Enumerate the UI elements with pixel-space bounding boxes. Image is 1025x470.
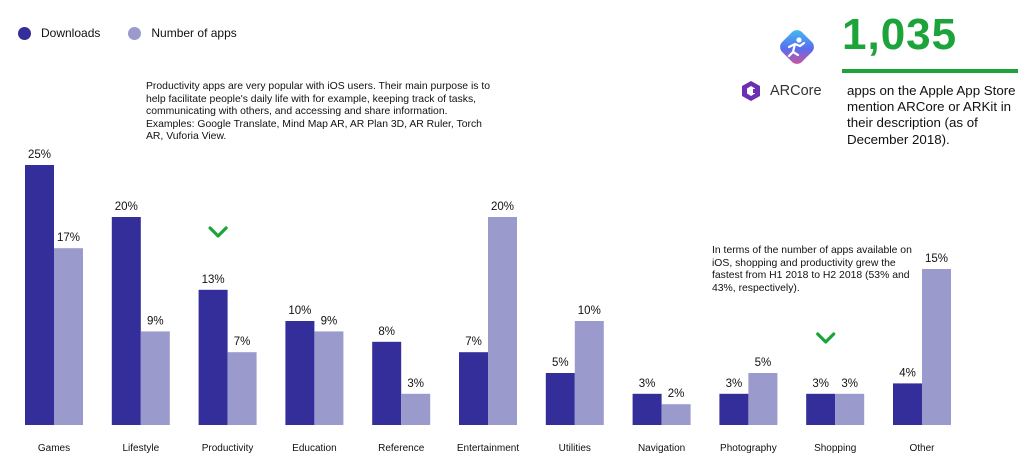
legend-swatch-downloads (18, 26, 31, 40)
check-icon-productivity (208, 226, 228, 238)
bar-lifestyle-number-of-apps (140, 331, 170, 425)
bar-shopping-number-of-apps (835, 393, 865, 425)
x-tick-label-shopping: Shopping (814, 443, 856, 454)
x-tick-label-reference: Reference (378, 443, 425, 454)
x-tick-label-education: Education (292, 443, 336, 454)
data-label-lifestyle-downloads: 20% (115, 201, 138, 213)
bar-games-downloads (25, 165, 54, 425)
data-label-lifestyle-number-of-apps: 9% (147, 315, 164, 327)
legend-label-downloads: Downloads (41, 26, 101, 40)
data-label-education-number-of-apps: 9% (321, 315, 338, 327)
data-label-entertainment-number-of-apps: 20% (491, 201, 514, 213)
data-label-games-number-of-apps: 17% (57, 232, 80, 244)
bar-games-number-of-apps (54, 248, 83, 425)
data-label-shopping-downloads: 3% (812, 378, 829, 390)
x-tick-label-other: Other (909, 443, 935, 454)
data-label-productivity-downloads: 13% (202, 274, 225, 286)
x-tick-label-entertainment: Entertainment (457, 443, 519, 454)
callout-text: apps on the Apple App Store mention ARCo… (847, 83, 1016, 147)
data-label-games-downloads: 25% (28, 149, 51, 161)
data-label-photography-number-of-apps: 5% (755, 357, 772, 369)
productivity-annotation-text: Productivity apps are very popular with … (146, 81, 491, 143)
growth-annotation: In terms of the number of apps available… (712, 245, 917, 295)
bar-utilities-downloads (545, 373, 575, 425)
legend-swatch-apps (128, 26, 142, 40)
data-label-utilities-downloads: 5% (552, 357, 569, 369)
bar-reference-downloads (372, 341, 402, 425)
legend-label-apps: Number of apps (151, 26, 237, 40)
callout-number: 1,035 (842, 10, 958, 59)
arcore-logo: ARCore (740, 80, 822, 102)
data-label-shopping-number-of-apps: 3% (841, 378, 858, 390)
bar-photography-downloads (719, 393, 749, 425)
bar-productivity-downloads (198, 289, 228, 425)
bar-lifestyle-downloads (111, 217, 141, 425)
data-label-navigation-downloads: 3% (639, 378, 656, 390)
data-label-entertainment-downloads: 7% (465, 336, 482, 348)
bar-navigation-number-of-apps (661, 404, 691, 425)
growth-annotation-text: In terms of the number of apps available… (712, 245, 912, 294)
data-label-reference-downloads: 8% (378, 326, 395, 338)
bar-utilities-number-of-apps (574, 321, 604, 425)
data-label-other-downloads: 4% (899, 367, 916, 379)
data-label-navigation-number-of-apps: 2% (668, 388, 685, 400)
legend-item-apps: Number of apps (128, 26, 237, 40)
bar-education-number-of-apps (314, 331, 344, 425)
bar-entertainment-downloads (459, 352, 488, 425)
bar-shopping-downloads (806, 393, 836, 425)
callout-underline (842, 69, 1018, 73)
x-tick-label-photography: Photography (720, 443, 777, 454)
bar-entertainment-number-of-apps (488, 217, 517, 425)
x-tick-label-utilities: Utilities (559, 443, 591, 454)
check-icon-shopping (816, 332, 836, 344)
x-tick-label-games: Games (38, 443, 70, 454)
data-label-photography-downloads: 3% (726, 378, 743, 390)
bar-other-downloads (893, 383, 922, 425)
data-label-reference-number-of-apps: 3% (407, 378, 424, 390)
chart-legend: Downloads Number of apps (18, 26, 265, 40)
data-label-education-downloads: 10% (288, 305, 311, 317)
arcore-mark-icon (742, 81, 760, 101)
x-tick-label-lifestyle: Lifestyle (122, 443, 159, 454)
bar-productivity-number-of-apps (227, 352, 257, 425)
bar-other-number-of-apps (922, 269, 951, 425)
productivity-annotation: Productivity apps are very popular with … (146, 81, 501, 144)
bar-photography-number-of-apps (748, 373, 778, 425)
x-tick-label-productivity: Productivity (202, 443, 254, 454)
bar-reference-number-of-apps (401, 393, 431, 425)
legend-item-downloads: Downloads (18, 26, 100, 40)
bar-navigation-downloads (632, 393, 662, 425)
arcore-label: ARCore (770, 83, 822, 99)
data-label-utilities-number-of-apps: 10% (578, 305, 601, 317)
arkit-logo-icon (780, 30, 814, 64)
bar-education-downloads (285, 321, 315, 425)
data-label-productivity-number-of-apps: 7% (234, 336, 251, 348)
bar-chart-bars: 25% 17% Games 20% 9% Lifestyle 13% 7% Productivi… (25, 149, 951, 454)
data-label-other-number-of-apps: 15% (925, 253, 948, 265)
x-tick-label-navigation: Navigation (638, 443, 685, 454)
